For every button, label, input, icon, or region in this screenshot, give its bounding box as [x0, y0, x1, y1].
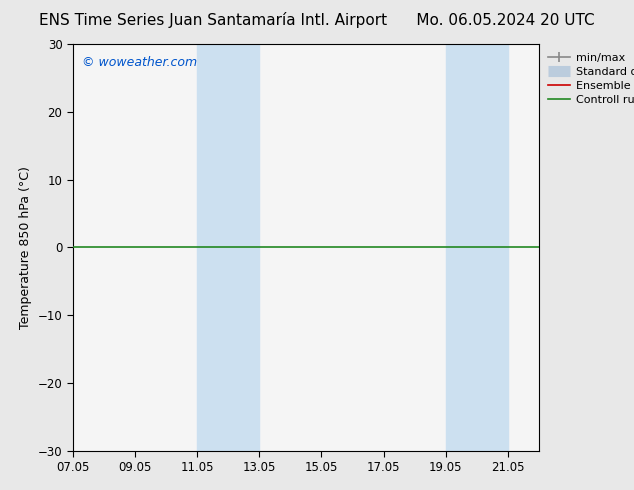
- Y-axis label: Temperature 850 hPa (°C): Temperature 850 hPa (°C): [19, 166, 32, 329]
- Bar: [228, 44, 259, 451]
- Text: © woweather.com: © woweather.com: [82, 56, 197, 69]
- Text: ENS Time Series Juan Santamaría Intl. Airport      Mo. 06.05.2024 20 UTC: ENS Time Series Juan Santamaría Intl. Ai…: [39, 12, 595, 28]
- Bar: [446, 44, 462, 451]
- Bar: [197, 44, 228, 451]
- Legend: min/max, Standard deviation, Ensemble mean run, Controll run: min/max, Standard deviation, Ensemble me…: [545, 49, 634, 108]
- Bar: [462, 44, 508, 451]
